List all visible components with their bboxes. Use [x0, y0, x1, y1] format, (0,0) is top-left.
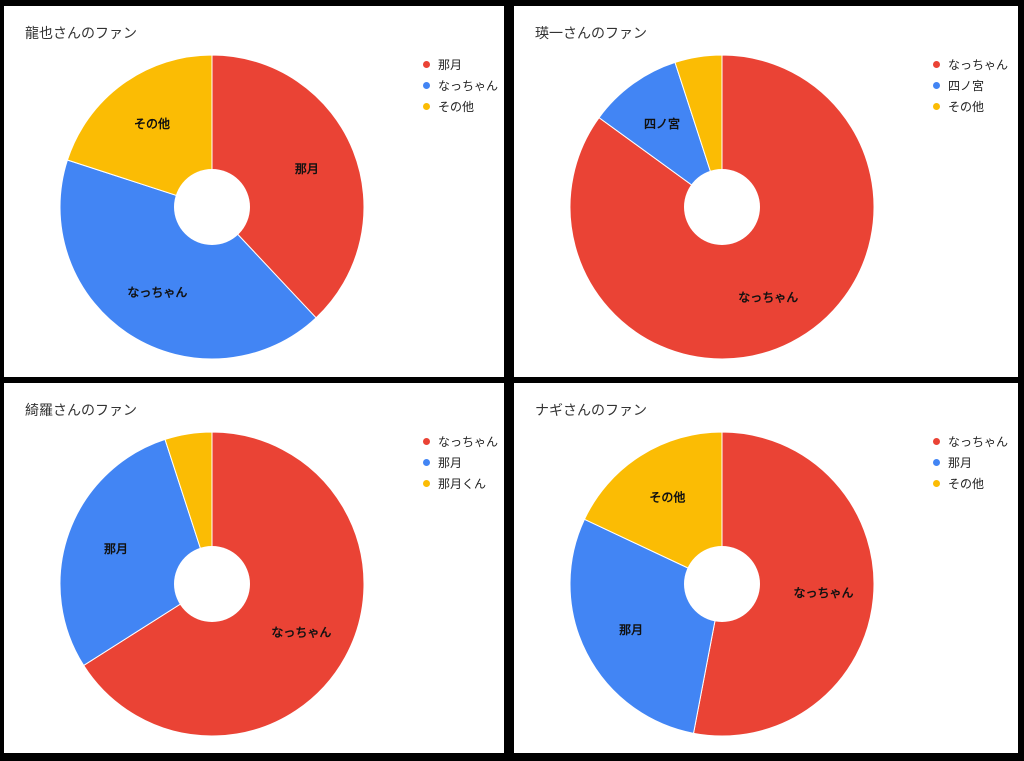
- legend-label: 那月: [948, 456, 973, 470]
- legend-item: 四ノ宮: [933, 75, 1008, 96]
- slice-label: 四ノ宮: [644, 116, 680, 131]
- legend-item: 那月: [423, 54, 498, 75]
- legend-label: なっちゃん: [948, 58, 1009, 72]
- legend-item: なっちゃん: [933, 54, 1008, 75]
- legend-item: 那月くん: [423, 473, 498, 494]
- slice-label: その他: [134, 116, 170, 131]
- pie-slice-2: [66, 54, 213, 208]
- pie-chart-eiichi: なっちゃん 四ノ宮: [569, 54, 875, 360]
- legend-label: 四ノ宮: [948, 79, 985, 93]
- pie-slice-2: [164, 431, 213, 585]
- legend-label: 那月くん: [438, 477, 487, 491]
- pie-slice-2: [583, 431, 723, 585]
- pie-slice-1: [598, 61, 723, 209]
- donut-hole: [174, 546, 250, 622]
- slice-label: なっちゃん: [738, 290, 798, 304]
- donut-hole: [684, 169, 760, 245]
- legend: 那月 なっちゃん その他: [423, 54, 498, 117]
- pie-chart-kira: なっちゃん 那月: [59, 431, 365, 737]
- legend-item: なっちゃん: [933, 431, 1008, 452]
- legend-swatch-icon: [423, 480, 430, 487]
- pie-slice-0: [692, 431, 875, 737]
- legend-label: なっちゃん: [438, 435, 499, 449]
- chart-title: ナギさんのファン: [535, 403, 647, 419]
- pie-slice-1: [59, 438, 213, 667]
- legend: なっちゃん 那月 その他: [933, 431, 1008, 494]
- chart-title: 瑛一さんのファン: [535, 26, 647, 42]
- legend-swatch-icon: [423, 61, 430, 68]
- legend-label: 那月: [438, 456, 463, 470]
- chart-title: 龍也さんのファン: [25, 26, 137, 42]
- legend-label: なっちゃん: [438, 79, 499, 93]
- legend-swatch-icon: [933, 438, 940, 445]
- legend-swatch-icon: [933, 459, 940, 466]
- legend-label: その他: [948, 100, 985, 114]
- legend-swatch-icon: [933, 61, 940, 68]
- pie-slice-1: [569, 518, 723, 734]
- donut-hole: [174, 169, 250, 245]
- pie-slice-0: [211, 54, 365, 319]
- legend-item: その他: [933, 96, 1008, 117]
- legend-item: 那月: [933, 452, 1008, 473]
- legend-swatch-icon: [423, 438, 430, 445]
- legend-item: なっちゃん: [423, 75, 498, 96]
- legend-label: 那月: [438, 58, 463, 72]
- chart-panel-eiichi: 瑛一さんのファン なっちゃん 四ノ宮 なっちゃん 四ノ宮 その他: [514, 6, 1018, 377]
- legend-swatch-icon: [933, 82, 940, 89]
- legend-swatch-icon: [423, 459, 430, 466]
- legend-item: その他: [933, 473, 1008, 494]
- legend-item: 那月: [423, 452, 498, 473]
- chart-panel-nagi: ナギさんのファン なっちゃん 那月 その他 なっちゃん 那月 その他: [514, 383, 1018, 753]
- chart-panel-kira: 綺羅さんのファン なっちゃん 那月 なっちゃん 那月 那月くん: [4, 383, 504, 753]
- legend-swatch-icon: [933, 480, 940, 487]
- legend-item: なっちゃん: [423, 431, 498, 452]
- chart-title: 綺羅さんのファン: [25, 403, 137, 419]
- pie-slice-1: [59, 159, 317, 360]
- slice-label: 那月: [295, 162, 319, 176]
- slice-label: なっちゃん: [127, 286, 187, 300]
- slice-label: 那月: [104, 542, 128, 556]
- legend-swatch-icon: [423, 103, 430, 110]
- chart-panel-tatsuya: 龍也さんのファン 那月 なっちゃん その他 那月 なっちゃん その他: [4, 6, 504, 377]
- slice-label: 那月: [619, 623, 643, 637]
- slice-label: なっちゃん: [271, 626, 331, 640]
- legend-label: その他: [438, 100, 475, 114]
- slice-label: その他: [649, 489, 685, 504]
- legend-label: なっちゃん: [948, 435, 1009, 449]
- legend: なっちゃん 那月 那月くん: [423, 431, 498, 494]
- legend: なっちゃん 四ノ宮 その他: [933, 54, 1008, 117]
- legend-label: その他: [948, 477, 985, 491]
- legend-item: その他: [423, 96, 498, 117]
- slice-label: なっちゃん: [794, 586, 854, 600]
- pie-slice-2: [674, 54, 723, 208]
- legend-swatch-icon: [933, 103, 940, 110]
- donut-hole: [684, 546, 760, 622]
- legend-swatch-icon: [423, 82, 430, 89]
